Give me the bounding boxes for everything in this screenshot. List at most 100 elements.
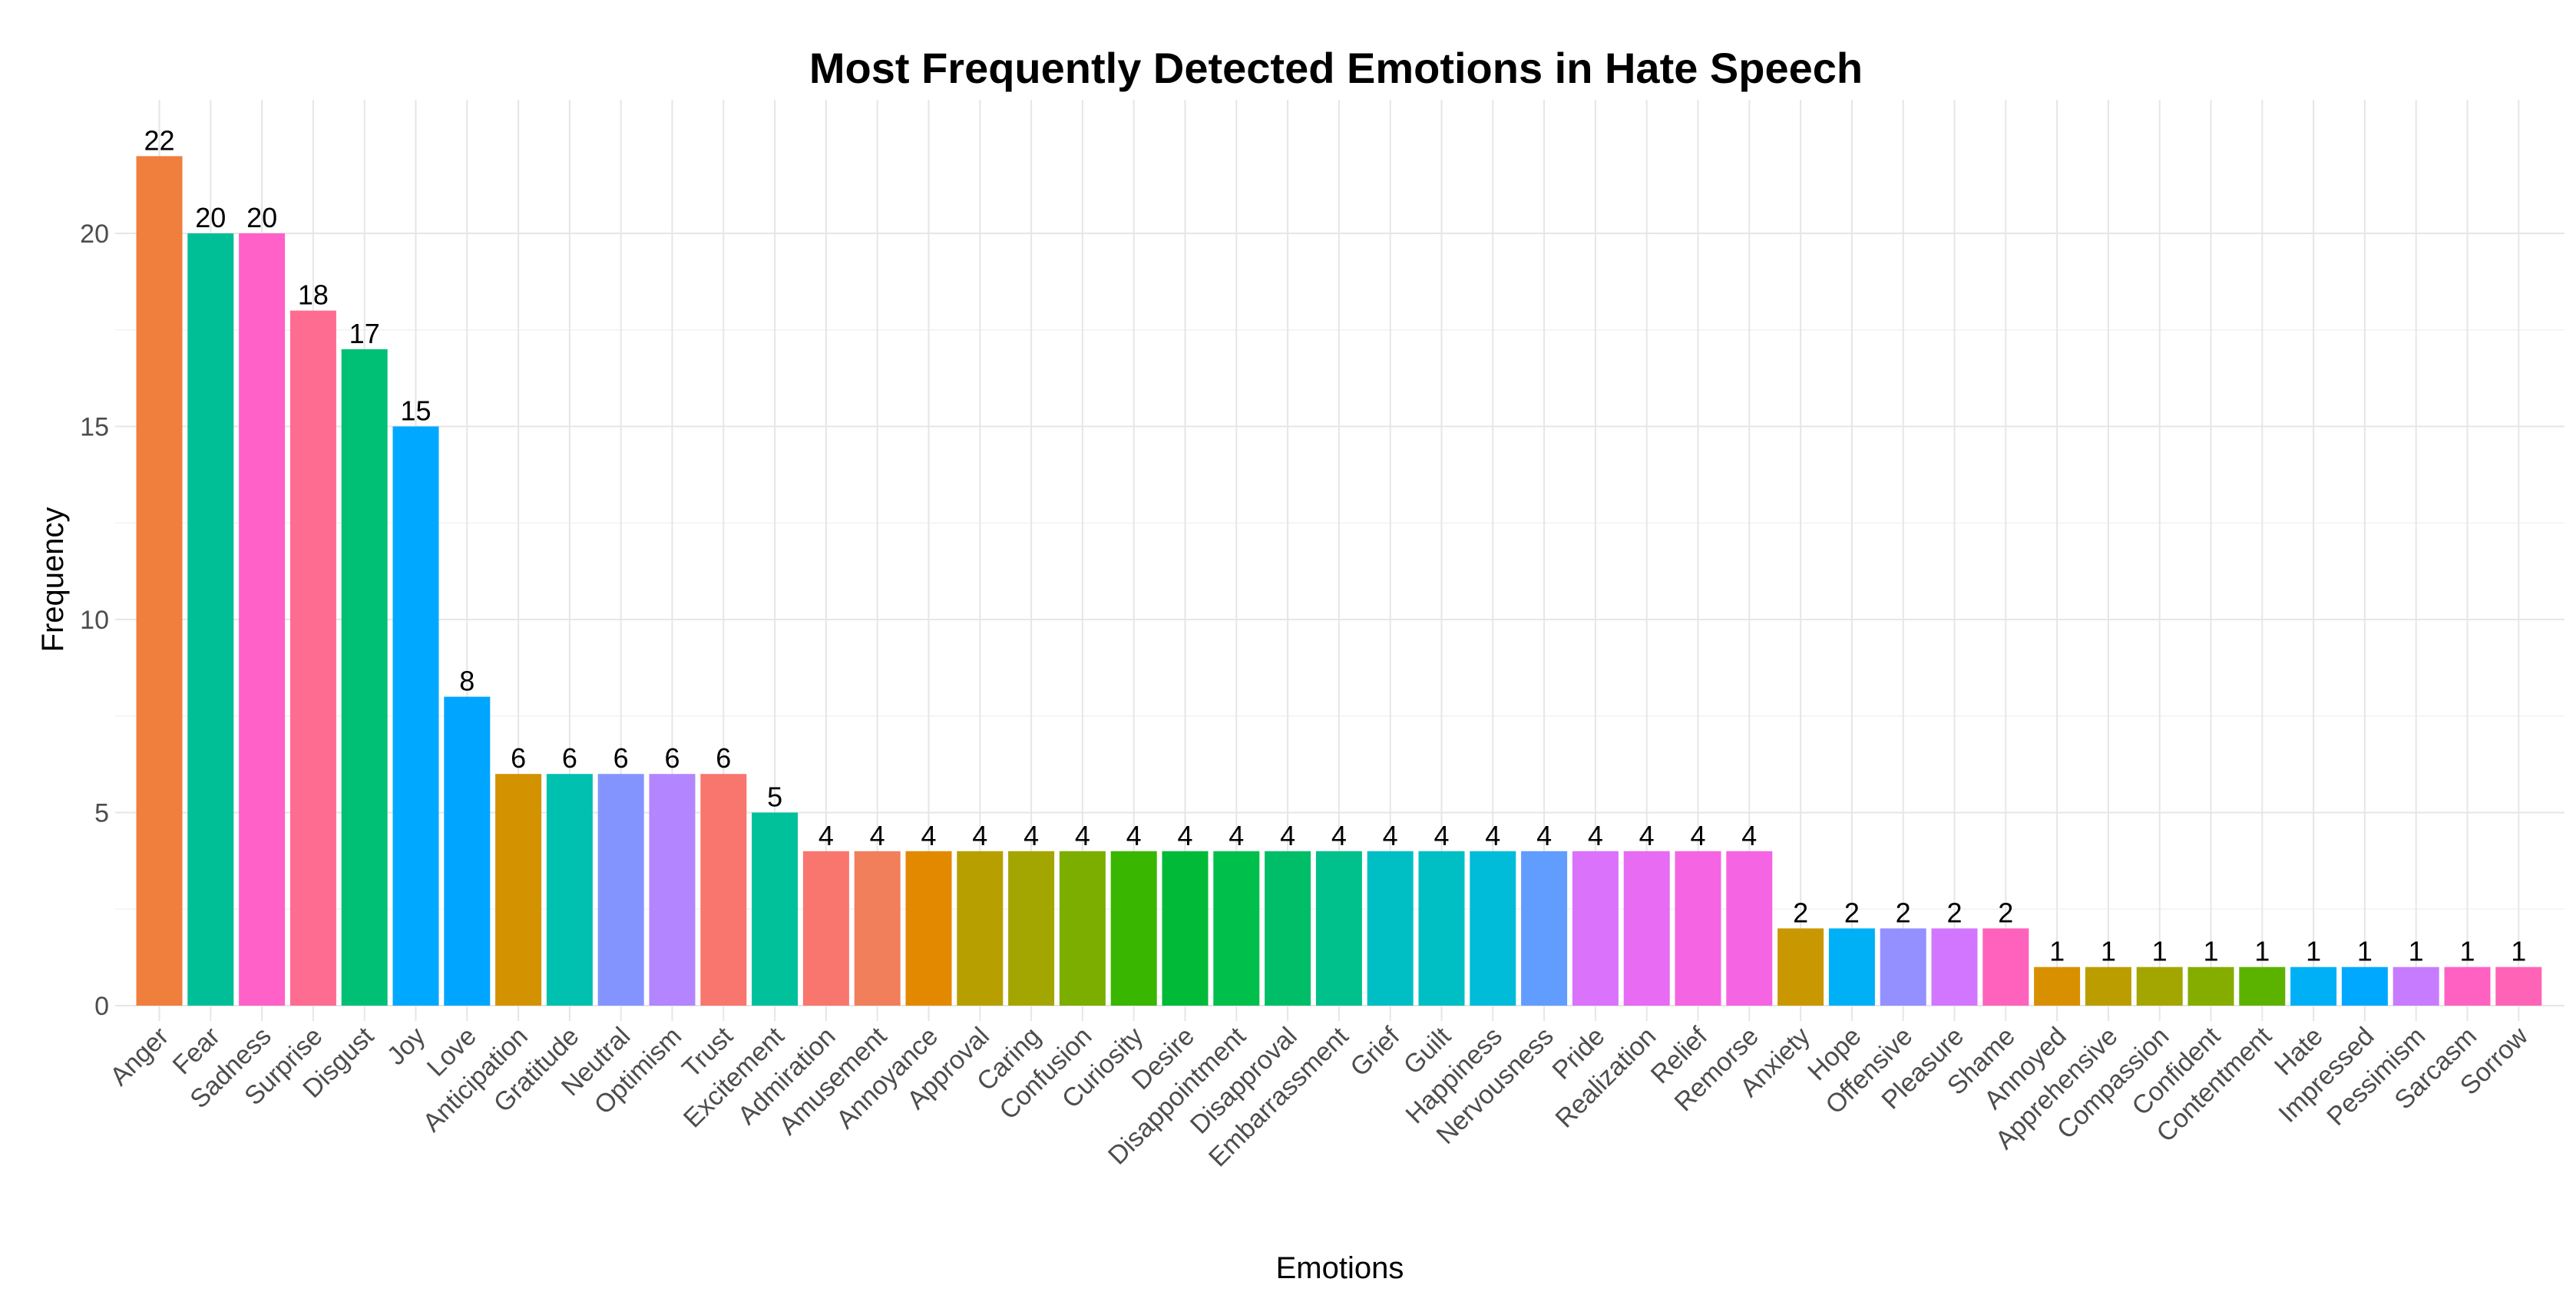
bar-offensive [1880,928,1926,1006]
bar-sorrow [2495,966,2542,1006]
bar-pessimism [2392,966,2439,1006]
bar-relief [1675,851,1721,1006]
bar-value-label: 2 [1844,897,1860,928]
bar-anxiety [1777,928,1824,1006]
bar-surprise [289,310,336,1006]
bar-anger [136,156,183,1006]
bar-grief [1367,851,1414,1006]
y-axis-title: Frequency [36,507,70,653]
y-axis-ticks: 0 5 10 15 20 [80,220,109,1021]
bar-annoyed [2034,966,2081,1006]
bar-value-label: 15 [400,395,431,427]
bar-compassion [2136,966,2183,1006]
bar-neutral [597,774,644,1006]
bar-sadness [239,233,286,1006]
bar-happiness [1470,851,1516,1006]
bar-value-label: 6 [664,742,680,774]
bar-value-label: 2 [1793,897,1808,928]
bar-value-label: 1 [2306,936,2321,967]
bar-value-label: 6 [716,742,731,774]
bar-hate [2290,966,2337,1006]
bar-anticipation [495,774,542,1006]
bar-value-label: 5 [767,781,782,813]
y-tick-label: 0 [94,992,109,1021]
bar-curiosity [1110,851,1157,1006]
y-tick-label: 15 [80,413,109,442]
bar-shame [1982,928,2029,1006]
bar-apprehensive [2085,966,2131,1006]
bar-love [444,696,491,1006]
bar-value-label: 6 [562,742,577,774]
bar-remorse [1726,851,1773,1006]
bar-confusion [1059,851,1106,1006]
bar-pride [1572,851,1619,1006]
bars [136,156,2542,1006]
bar-value-label: 4 [1485,820,1500,851]
bar-value-label: 22 [144,124,174,156]
bar-value-label: 4 [1331,820,1347,851]
bar-value-label: 4 [1690,820,1705,851]
y-tick-label: 10 [80,606,109,635]
bar-annoyance [905,851,952,1006]
bar-value-label: 6 [613,742,629,774]
bar-value-label: 4 [1126,820,1142,851]
bar-value-label: 2 [1998,897,2013,928]
bar-hope [1828,928,1875,1006]
bar-contentment [2239,966,2286,1006]
bar-value-label: 4 [1433,820,1449,851]
bar-value-label: 6 [511,742,526,774]
bar-sarcasm [2444,966,2491,1006]
bar-disappointment [1213,851,1260,1006]
y-tick-label: 5 [94,799,109,828]
bar-disgust [341,349,388,1006]
bar-value-label: 1 [2357,936,2373,967]
bar-value-label: 4 [1228,820,1244,851]
bar-value-label: 1 [2511,936,2526,967]
bar-value-label: 4 [1536,820,1552,851]
bar-value-label: 1 [2254,936,2270,967]
x-tick-label: Anger [104,1022,174,1092]
bar-caring [1008,851,1055,1006]
y-tick-label: 20 [80,220,109,249]
bar-embarrassment [1315,851,1362,1006]
bar-value-label: 4 [1177,820,1192,851]
bar-gratitude [546,774,593,1006]
chart-title: Most Frequently Detected Emotions in Hat… [809,44,1863,92]
bar-admiration [802,851,849,1006]
bar-value-label: 20 [195,202,226,233]
bar-trust [700,774,747,1006]
bar-confident [2187,966,2234,1006]
bar-realization [1623,851,1670,1006]
bar-value-label: 4 [818,820,834,851]
bar-value-label: 4 [1588,820,1603,851]
bar-amusement [854,851,901,1006]
bar-value-label: 17 [349,318,380,349]
bar-value-label: 18 [298,279,329,311]
bar-joy [392,426,439,1006]
bar-value-label: 4 [1280,820,1295,851]
bar-value-label: 1 [2409,936,2424,967]
bar-optimism [649,774,696,1006]
bar-value-label: 1 [2101,936,2116,967]
bar-value-label: 1 [2203,936,2218,967]
bar-value-label: 4 [870,820,885,851]
bar-desire [1162,851,1209,1006]
bar-value-label: 4 [1075,820,1090,851]
bar-pleasure [1931,928,1978,1006]
bar-value-label: 8 [459,666,475,697]
bar-value-label: 1 [2049,936,2065,967]
bar-guilt [1418,851,1465,1006]
x-tick-label: Grief [1344,1021,1405,1082]
bar-approval [957,851,1004,1006]
bar-value-label: 4 [1741,820,1757,851]
bar-value-label: 4 [1383,820,1398,851]
bar-impressed [2341,966,2388,1006]
bar-value-label: 2 [1896,897,1911,928]
bar-value-label: 4 [921,820,936,851]
bar-value-label: 2 [1946,897,1962,928]
bar-value-label: 4 [1639,820,1655,851]
bar-value-label: 1 [2459,936,2475,967]
